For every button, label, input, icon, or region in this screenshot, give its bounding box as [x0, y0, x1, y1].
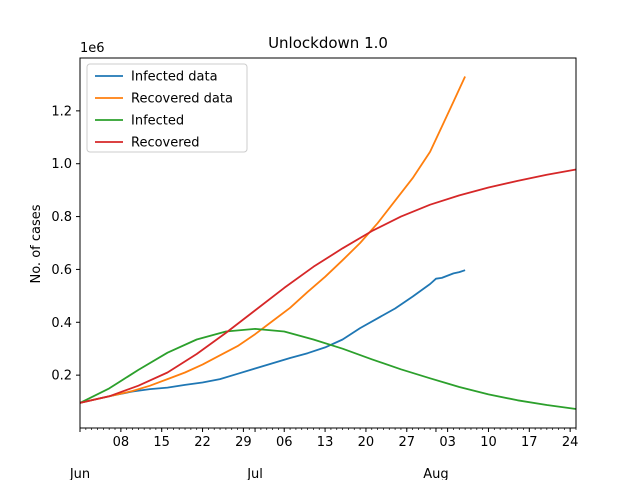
legend-label: Recovered — [131, 136, 200, 151]
x-tick-label: 08 — [113, 435, 130, 450]
x-tick-label: 13 — [317, 435, 334, 450]
x-month-label: Aug — [423, 467, 448, 480]
y-tick-label: 0.6 — [51, 263, 72, 278]
y-axis-label: No. of cases — [29, 204, 44, 283]
x-tick-label: 24 — [562, 435, 579, 450]
series-line-1 — [79, 269, 466, 404]
y-tick-label: 1.0 — [51, 157, 72, 172]
x-tick-label: 27 — [399, 435, 416, 450]
y-tick-label: 1.2 — [51, 104, 72, 119]
legend: Infected data Recovered data Infected Recov… — [86, 63, 248, 153]
chart-title: Unlockdown 1.0 — [268, 34, 388, 52]
plot-frame — [79, 57, 577, 429]
legend-label: Recovered data — [131, 92, 233, 107]
series-line-2 — [79, 76, 466, 404]
x-tick-label: 22 — [194, 435, 211, 450]
series-line-4 — [79, 168, 577, 404]
x-tick-label: 20 — [358, 435, 375, 450]
x-month-label: Jul — [246, 467, 263, 480]
legend-label: Infected — [131, 114, 184, 129]
x-tick-label: 03 — [439, 435, 456, 450]
axes-layer: 0.2 0.4 0.6 0.8 1.0 1.2 08 15 22 29 06 13 20 27 03 10 17… — [51, 57, 579, 480]
x-tick-label: 17 — [521, 435, 538, 450]
legend-box — [86, 63, 248, 153]
x-month-label: Jun — [69, 467, 90, 480]
y-tick-label: 0.2 — [51, 369, 72, 384]
x-tick-label: 10 — [480, 435, 497, 450]
legend-label: Infected data — [131, 70, 218, 85]
series-layer — [79, 76, 577, 410]
y-tick-label: 0.4 — [51, 316, 72, 331]
x-tick-label: 06 — [276, 435, 293, 450]
x-tick-label: 15 — [153, 435, 170, 450]
x-tick-label: 29 — [235, 435, 252, 450]
y-tick-label: 0.8 — [51, 210, 72, 225]
series-line-3 — [79, 327, 577, 410]
y-offset-label: 1e6 — [80, 41, 105, 56]
